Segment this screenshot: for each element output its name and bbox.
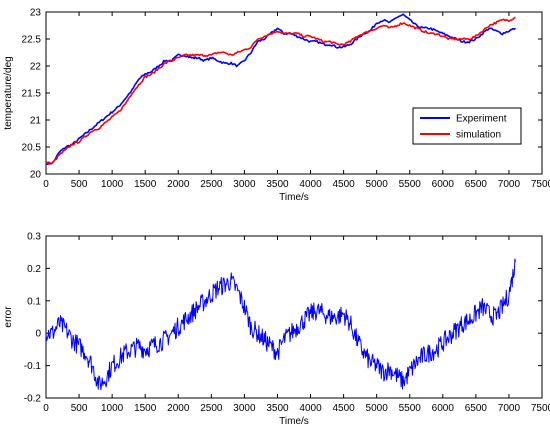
series-error [45,258,516,391]
x-tick-label: 3500 [266,403,289,414]
x-tick-label: 6500 [465,179,488,190]
plot-frame [45,11,543,175]
x-tick-label: 2500 [200,403,223,414]
x-tick-label: 2500 [200,179,223,190]
x-tick-label: 3500 [266,179,289,190]
y-tick-label: 20.5 [22,143,42,154]
plot-frame [45,235,543,399]
legend-label-experiment: Experiment [456,114,507,125]
x-tick-label: 6000 [432,179,455,190]
x-tick-label: 3000 [233,179,256,190]
y-tick-label: 22.5 [22,35,42,46]
x-tick-label: 1000 [101,403,124,414]
error-chart: 0 500 1000 1500 2000 2500 3000 3500 4000 4500 5000… [3,232,550,428]
x-tick-label: 4000 [299,403,322,414]
x-tick-label: 500 [71,179,88,190]
x-tick-label: 500 [71,403,88,414]
series-experiment [45,13,517,166]
series-lines [45,258,516,391]
temperature-chart: 0 500 1000 1500 2000 2500 3000 3500 4000 4500 5000… [3,8,550,204]
x-axis-label: Time/s [279,192,309,203]
y-tick-label: 0 [35,329,41,340]
x-tick-label: 2000 [167,179,190,190]
x-tick-label: 1500 [134,403,157,414]
x-tick-label: 4000 [299,179,322,190]
y-axis-label: temperature/deg [3,56,14,129]
y-tick-label: 0.1 [27,296,41,307]
legend-label-simulation: simulation [456,130,501,141]
x-axis-label: Time/s [279,416,309,427]
x-tick-label: 6000 [432,403,455,414]
x-tick-label: 4500 [332,403,355,414]
x-tick-label: 1000 [101,179,124,190]
y-tick-label: 0.3 [27,232,41,243]
y-tick-label: 21.5 [22,89,42,100]
x-tick-label: 7500 [531,179,550,190]
y-tick-label: 20 [30,170,42,181]
x-tick-label: 1500 [134,179,157,190]
x-tick-label: 0 [43,179,49,190]
x-tick-label: 5500 [399,403,422,414]
x-tick-label: 5000 [366,403,389,414]
x-tick-label: 7000 [498,179,521,190]
y-tick-label: -0.2 [24,394,42,405]
x-tick-label: 6500 [465,403,488,414]
x-tick-label: 2000 [167,403,190,414]
x-tick-label: 4500 [332,179,355,190]
axis-ticks: 0 500 1000 1500 2000 2500 3000 3500 4000 4500 5000… [24,232,550,415]
y-tick-label: 0.2 [27,264,41,275]
series-simulation [45,16,516,165]
x-tick-label: 0 [43,403,49,414]
y-tick-label: 21 [30,116,42,127]
y-tick-label: 22 [30,62,42,73]
y-tick-label: -0.1 [24,361,42,372]
x-tick-label: 7000 [498,403,521,414]
x-tick-label: 5500 [399,179,422,190]
axis-ticks: 0 500 1000 1500 2000 2500 3000 3500 4000 4500 5000… [22,8,550,191]
x-tick-label: 5000 [366,179,389,190]
x-tick-label: 7500 [531,403,550,414]
series-lines [45,13,517,166]
y-tick-label: 23 [30,8,42,19]
legend-box [412,107,522,145]
y-axis-label: error [3,306,14,328]
x-tick-label: 3000 [233,403,256,414]
legend: Experiment simulation [412,107,522,145]
